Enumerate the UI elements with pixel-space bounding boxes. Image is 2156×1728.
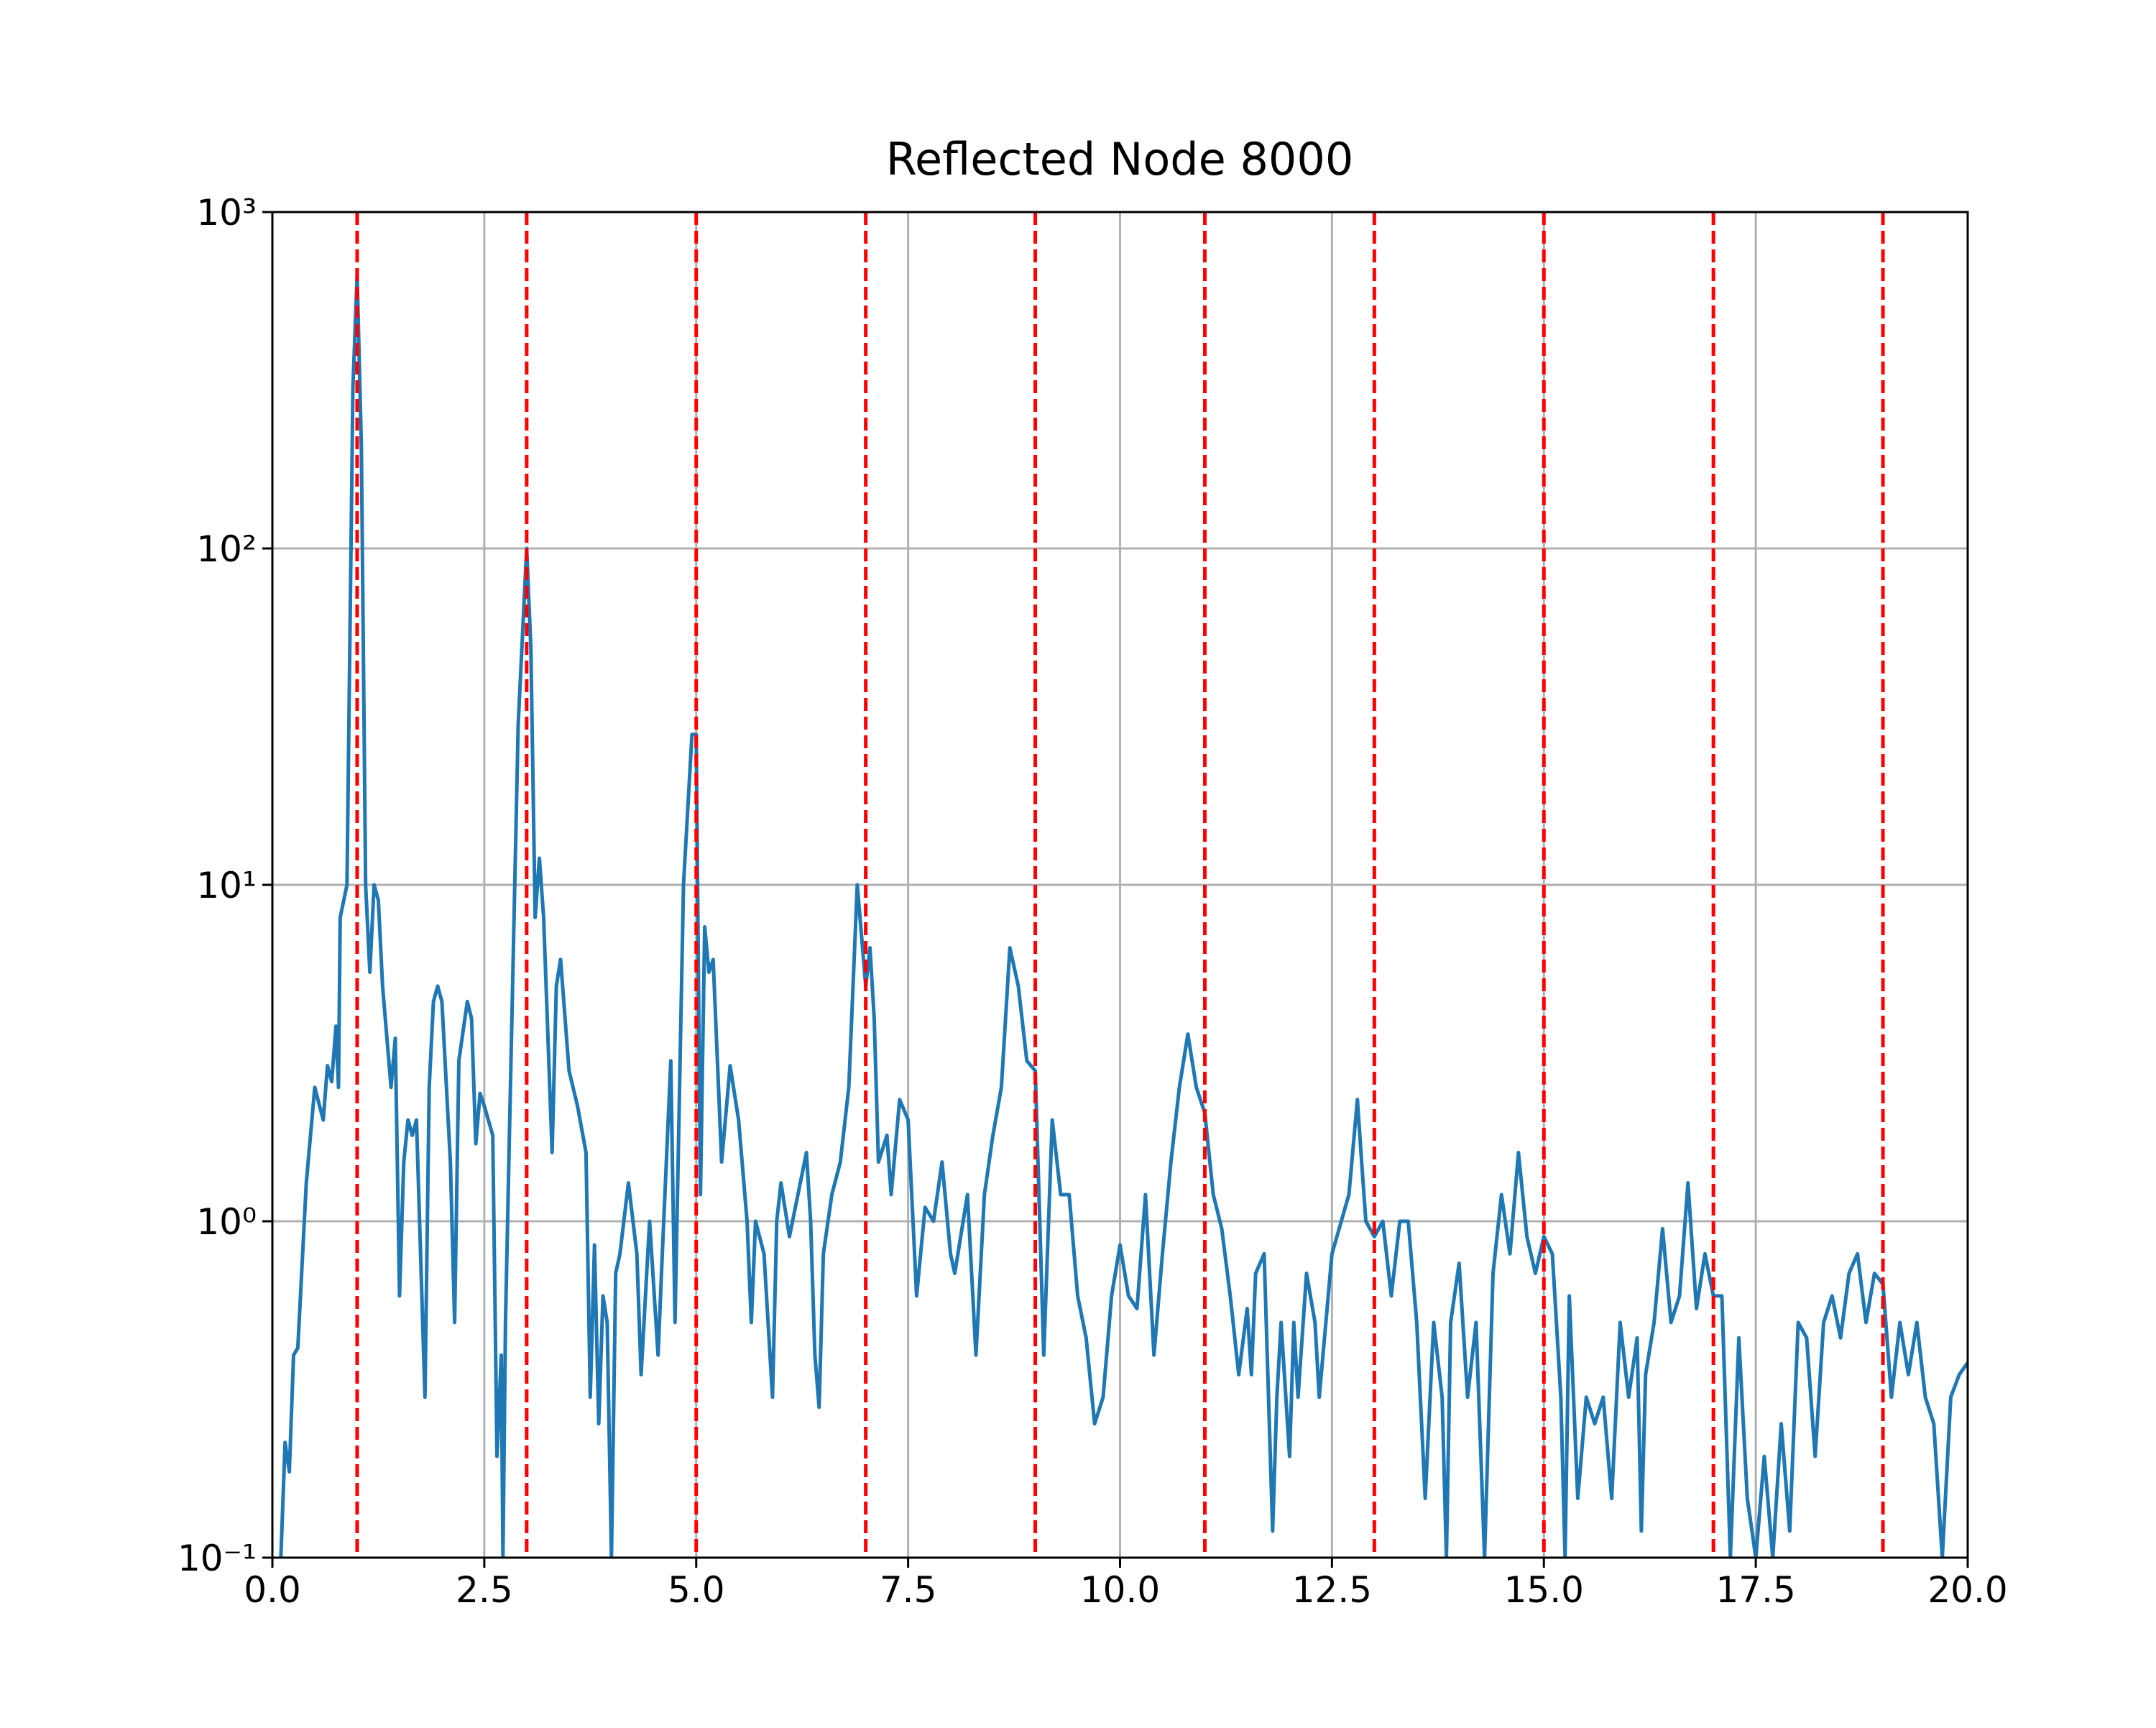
x-tick-label: 12.5 <box>1292 1569 1372 1611</box>
x-tick-label: 10.0 <box>1080 1569 1160 1611</box>
x-tick-label: 0.0 <box>244 1569 301 1611</box>
x-tick-label: 5.0 <box>668 1569 725 1611</box>
x-tick-label: 20.0 <box>1927 1569 2007 1611</box>
x-tick-label: 17.5 <box>1715 1569 1795 1611</box>
y-tick-label: 10³ <box>196 192 257 234</box>
x-tick-label: 15.0 <box>1504 1569 1584 1611</box>
y-tick-label: 10¹ <box>196 865 257 906</box>
y-tick-label: 10⁰ <box>196 1201 257 1243</box>
data-line <box>279 273 1968 1558</box>
y-tick-label: 10² <box>196 528 257 570</box>
chart-title: Reflected Node 8000 <box>886 133 1354 185</box>
x-tick-label: 7.5 <box>880 1569 937 1611</box>
x-tick-label: 2.5 <box>456 1569 513 1611</box>
y-tick-label: 10⁻¹ <box>178 1538 257 1579</box>
plot-area <box>279 212 1968 1558</box>
